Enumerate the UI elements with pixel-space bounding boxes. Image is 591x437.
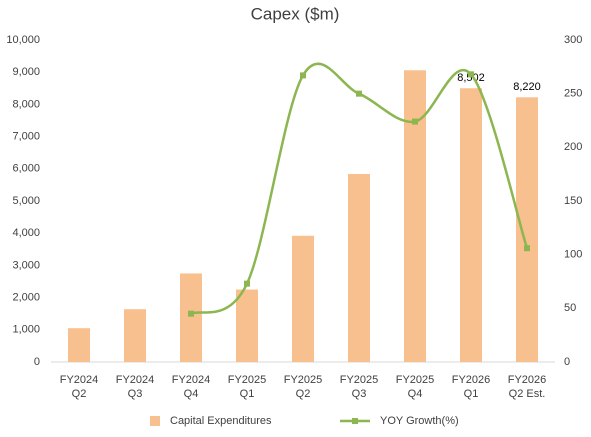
y-tick-label: 7,000: [12, 131, 40, 143]
line-marker: [300, 72, 306, 79]
x-tick-label: FY2024 Q2: [60, 374, 99, 400]
y-tick-label: 3,000: [12, 259, 40, 271]
y-tick-label: 2,000: [12, 292, 40, 304]
bar: [404, 70, 426, 362]
bar: [124, 309, 146, 362]
x-tick-label: FY2025 Q1: [228, 374, 267, 400]
bar: [292, 235, 314, 362]
bar: [180, 273, 202, 362]
bar: [516, 97, 538, 362]
bar: [348, 173, 370, 362]
y2-tick-label: 50: [564, 302, 576, 314]
bar: [236, 289, 258, 362]
y2-tick-label: 200: [564, 141, 582, 153]
legend-swatch: [150, 416, 160, 426]
legend-label: Capital Expenditures: [170, 415, 272, 427]
y-tick-label: 6,000: [12, 163, 40, 175]
x-tick-label: FY2025 Q3: [340, 374, 379, 400]
line-marker: [524, 245, 530, 252]
x-tick-label: FY2025 Q4: [396, 374, 435, 400]
y-tick-label: 1,000: [12, 324, 40, 336]
data-label: 8,502: [457, 72, 485, 84]
x-tick-label: FY2024 Q3: [116, 374, 155, 400]
x-tick-label: FY2026 Q2 Est.: [508, 374, 547, 400]
y-tick-label: 4,000: [12, 227, 40, 239]
x-tick-label: FY2025 Q2: [284, 374, 323, 400]
y-tick-label: 9,000: [12, 66, 40, 78]
data-label: 8,220: [513, 81, 541, 93]
y2-tick-label: 150: [564, 195, 582, 207]
y2-tick-label: 250: [564, 88, 582, 100]
legend-swatch: [352, 418, 358, 424]
legend-label: YOY Growth(%): [380, 415, 459, 427]
bar: [68, 328, 90, 362]
bar: [460, 88, 482, 363]
y-tick-label: 5,000: [12, 195, 40, 207]
line-marker: [468, 71, 474, 78]
line-marker: [356, 90, 362, 97]
chart-title: Capex ($m): [251, 4, 340, 23]
y-tick-label: 0: [34, 356, 40, 368]
line-marker: [412, 118, 418, 125]
y-tick-label: 8,000: [12, 98, 40, 110]
y2-tick-label: 100: [564, 249, 582, 261]
y-tick-label: 10,000: [6, 34, 40, 46]
line-marker: [188, 310, 194, 317]
x-tick-label: FY2026 Q1: [452, 374, 491, 400]
line-marker: [244, 280, 250, 287]
y2-tick-label: 300: [564, 34, 582, 46]
x-tick-label: FY2024 Q4: [172, 374, 211, 400]
y2-tick-label: 0: [564, 356, 570, 368]
